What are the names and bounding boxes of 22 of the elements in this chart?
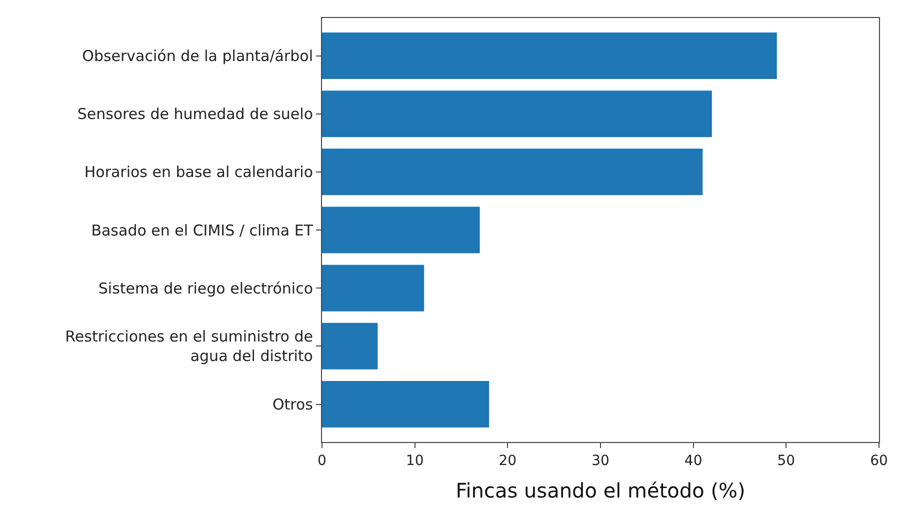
y-tick-label: Sistema de riego electrónico	[98, 279, 313, 298]
x-tick-label: 30	[592, 452, 610, 469]
bar	[322, 381, 490, 428]
bar	[322, 264, 424, 312]
x-tick-label: 20	[498, 452, 517, 469]
x-tick-label: 10	[406, 452, 424, 469]
x-tick-label: 60	[870, 452, 888, 469]
y-tick-label: Sensores de humedad de suelo	[77, 105, 313, 124]
y-tick-label: Observación de la planta/árbol	[82, 47, 313, 65]
x-axis-title: Fincas usando el método (%)	[456, 478, 746, 502]
bar	[322, 148, 703, 196]
bar	[322, 322, 378, 370]
bar	[322, 206, 480, 254]
bar	[322, 90, 712, 138]
x-tick-label: 0	[318, 452, 326, 469]
y-tick-label: Basado en el CIMIS / clima ET	[91, 221, 314, 240]
y-tick-label: Horarios en base al calendario	[84, 163, 313, 182]
y-tick-label: Otros	[272, 396, 314, 414]
y-tick-label: Restricciones en el suministro de agua del distrito	[65, 328, 313, 366]
bar	[322, 32, 777, 79]
x-tick-label: 50	[777, 452, 796, 469]
x-tick-label: 40	[684, 452, 702, 469]
